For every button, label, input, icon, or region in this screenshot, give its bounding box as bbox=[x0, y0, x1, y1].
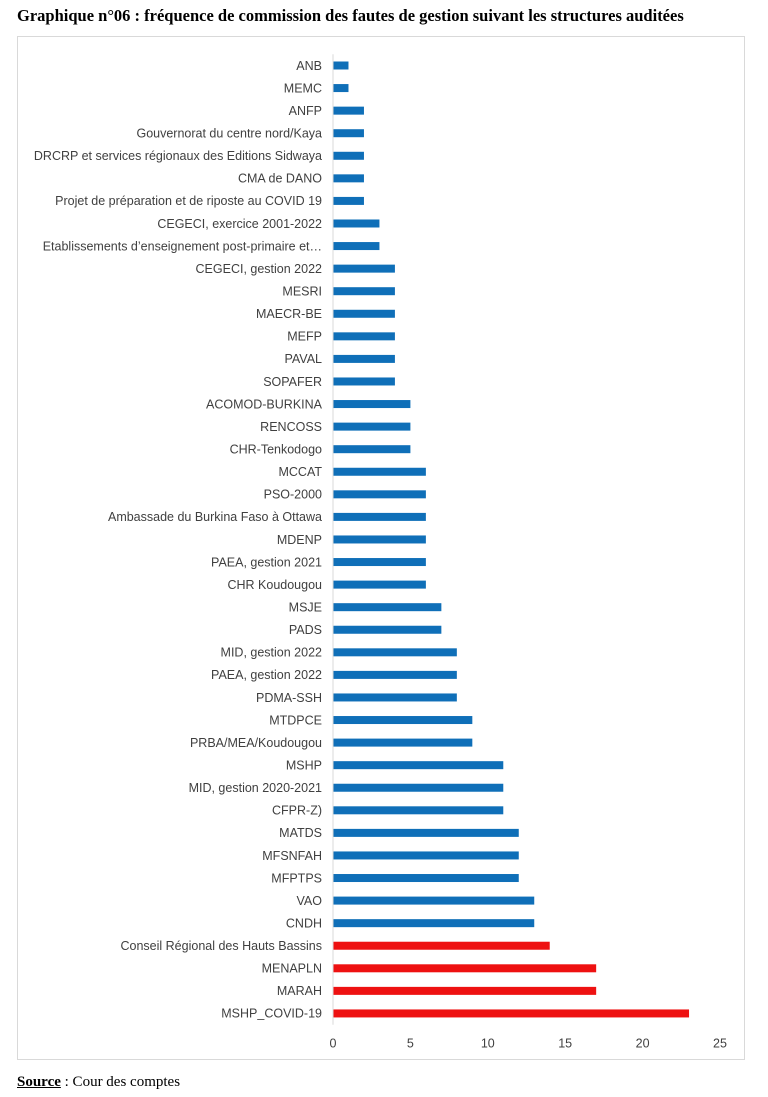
category-label: CMA de DANO bbox=[238, 172, 322, 186]
bar bbox=[333, 941, 550, 950]
category-label: MSHP bbox=[286, 758, 322, 772]
source-text: : Cour des comptes bbox=[60, 1074, 181, 1090]
bar bbox=[333, 603, 442, 612]
category-label: VAO bbox=[297, 894, 323, 908]
bar bbox=[333, 693, 457, 702]
category-label: Gouvernorat du centre nord/Kaya bbox=[136, 127, 322, 141]
bar bbox=[333, 919, 535, 928]
category-label: MFPTPS bbox=[271, 871, 322, 885]
category-label: MDENP bbox=[277, 533, 322, 547]
x-tick-label: 15 bbox=[558, 1037, 572, 1051]
bar bbox=[333, 783, 504, 792]
bar bbox=[333, 196, 364, 205]
category-label: MAECR-BE bbox=[256, 307, 322, 321]
category-label: PAVAL bbox=[284, 352, 322, 366]
category-label: Ambassade du Burkina Faso à Ottawa bbox=[108, 510, 322, 524]
bar bbox=[333, 61, 349, 70]
bar bbox=[333, 264, 395, 273]
bar bbox=[333, 174, 364, 183]
bar bbox=[333, 670, 457, 679]
bar bbox=[333, 309, 395, 318]
category-label: MSJE bbox=[289, 600, 322, 614]
bar bbox=[333, 400, 411, 409]
x-tick-label: 25 bbox=[713, 1037, 727, 1051]
category-label: CHR-Tenkodogo bbox=[230, 442, 322, 456]
bar bbox=[333, 716, 473, 725]
category-label: PSO-2000 bbox=[264, 488, 322, 502]
category-label: MCCAT bbox=[278, 465, 322, 479]
category-label: MEFP bbox=[287, 330, 322, 344]
bar bbox=[333, 625, 442, 634]
bar bbox=[333, 738, 473, 747]
x-tick-label: 0 bbox=[330, 1037, 337, 1051]
source-label: Source bbox=[17, 1074, 61, 1090]
category-label: PDMA-SSH bbox=[256, 691, 322, 705]
bar bbox=[333, 422, 411, 431]
bar-chart: ANB MEMC ANFP Gouvernorat du centre nord/Ka… bbox=[34, 54, 727, 1051]
bar bbox=[333, 354, 395, 363]
category-label: CNDH bbox=[286, 916, 322, 930]
category-label: ANB bbox=[296, 59, 322, 73]
bar bbox=[333, 377, 395, 386]
bar bbox=[333, 467, 426, 476]
chart-heading: Graphique n°06 : fréquence de commission… bbox=[17, 6, 684, 25]
bar bbox=[333, 535, 426, 544]
category-label: MFSNFAH bbox=[262, 849, 322, 863]
category-label: MARAH bbox=[277, 984, 322, 998]
category-label: PADS bbox=[289, 623, 322, 637]
category-label: CFPR-Z) bbox=[272, 804, 322, 818]
bar bbox=[333, 1009, 690, 1018]
category-label: ACOMOD-BURKINA bbox=[206, 397, 323, 411]
bar bbox=[333, 648, 457, 657]
category-label: CEGECI, exercice 2001-2022 bbox=[157, 217, 322, 231]
bar bbox=[333, 851, 519, 860]
category-label: Etablissements d’enseignement post-prima… bbox=[43, 239, 322, 253]
bar bbox=[333, 828, 519, 837]
category-label: PAEA, gestion 2022 bbox=[211, 668, 322, 682]
category-label: MID, gestion 2022 bbox=[221, 646, 322, 660]
category-label: MATDS bbox=[279, 826, 322, 840]
x-tick-label: 5 bbox=[407, 1037, 414, 1051]
bar bbox=[333, 106, 364, 115]
bar bbox=[333, 445, 411, 454]
bar bbox=[333, 806, 504, 815]
bar bbox=[333, 874, 519, 883]
category-label: Projet de préparation et de riposte au C… bbox=[55, 194, 322, 208]
category-label: MTDPCE bbox=[269, 713, 322, 727]
bar bbox=[333, 964, 597, 973]
x-tick-label: 10 bbox=[481, 1037, 495, 1051]
bar bbox=[333, 761, 504, 770]
category-label: MID, gestion 2020-2021 bbox=[189, 781, 322, 795]
bar bbox=[333, 242, 380, 251]
category-label: MSHP_COVID-19 bbox=[221, 1007, 322, 1021]
bar bbox=[333, 490, 426, 499]
category-label: MEMC bbox=[284, 81, 322, 95]
category-label: PRBA/MEA/Koudougou bbox=[190, 736, 322, 750]
bar bbox=[333, 896, 535, 905]
category-label: SOPAFER bbox=[263, 375, 322, 389]
category-label: MENAPLN bbox=[262, 962, 322, 976]
bar bbox=[333, 332, 395, 341]
bar bbox=[333, 129, 364, 138]
category-label: Conseil Régional des Hauts Bassins bbox=[121, 939, 323, 953]
bar bbox=[333, 84, 349, 93]
category-label: DRCRP et services régionaux des Editions… bbox=[34, 149, 322, 163]
bar bbox=[333, 151, 364, 160]
bar bbox=[333, 287, 395, 296]
category-label: CEGECI, gestion 2022 bbox=[196, 262, 323, 276]
chart-area: ANB MEMC ANFP Gouvernorat du centre nord/Ka… bbox=[17, 36, 745, 1060]
category-label: PAEA, gestion 2021 bbox=[211, 555, 322, 569]
category-label: MESRI bbox=[282, 285, 322, 299]
bar bbox=[333, 986, 597, 995]
category-label: RENCOSS bbox=[260, 420, 322, 434]
bar bbox=[333, 512, 426, 521]
category-label: ANFP bbox=[289, 104, 322, 118]
bar bbox=[333, 580, 426, 589]
category-label: CHR Koudougou bbox=[227, 578, 322, 592]
x-tick-label: 20 bbox=[636, 1037, 650, 1051]
bar bbox=[333, 558, 426, 567]
source-note: Source : Cour des comptes bbox=[17, 1074, 180, 1091]
bar bbox=[333, 219, 380, 228]
